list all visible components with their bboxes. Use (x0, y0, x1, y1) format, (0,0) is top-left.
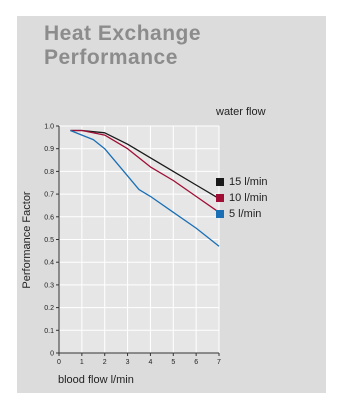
chart-title-line-2: Performance (44, 46, 178, 69)
legend-item: 15 l/min (216, 176, 268, 188)
chart-title: Heat Exchange Performance (44, 22, 201, 70)
y-tick-label: 0.1 (44, 328, 54, 335)
x-tick-label: 4 (148, 359, 152, 366)
y-tick-label: 1.0 (44, 124, 54, 131)
x-tick-label: 0 (57, 359, 61, 366)
series-line-5-l-min (70, 129, 220, 247)
x-tick-label: 3 (126, 359, 130, 366)
x-tick-label: 6 (194, 359, 198, 366)
x-tick-label: 2 (103, 359, 107, 366)
y-tick-label: 0.9 (44, 146, 54, 153)
y-tick-label: 0.3 (44, 282, 54, 289)
legend-item: 5 l/min (216, 208, 261, 220)
y-tick-label: 0.4 (44, 260, 54, 267)
y-tick-label: 0.8 (44, 169, 54, 176)
x-axis-label: blood flow l/min (58, 374, 134, 386)
y-tick-label: 0.6 (44, 214, 54, 221)
x-tick-label: 5 (171, 359, 175, 366)
x-tick-label: 7 (217, 359, 221, 366)
y-axis-label: Performance Factor (21, 191, 33, 289)
y-tick-label: 0 (50, 351, 54, 358)
y-tick-label: 0.5 (44, 237, 54, 244)
legend-swatch (216, 178, 224, 186)
legend-label: 5 l/min (229, 208, 262, 220)
legend-item: 10 l/min (216, 192, 268, 204)
legend-label: 10 l/min (229, 192, 268, 204)
legend-label: 15 l/min (229, 176, 268, 188)
legend-swatch (216, 210, 224, 218)
x-tick-label: 1 (80, 359, 84, 366)
y-tick-label: 0.7 (44, 192, 54, 199)
series-line-10-l-min (70, 129, 220, 213)
y-tick-label: 0.2 (44, 305, 54, 312)
chart-title-line-1: Heat Exchange (44, 22, 202, 45)
legend-title: water flow (216, 106, 266, 118)
legend-swatch (216, 194, 224, 202)
